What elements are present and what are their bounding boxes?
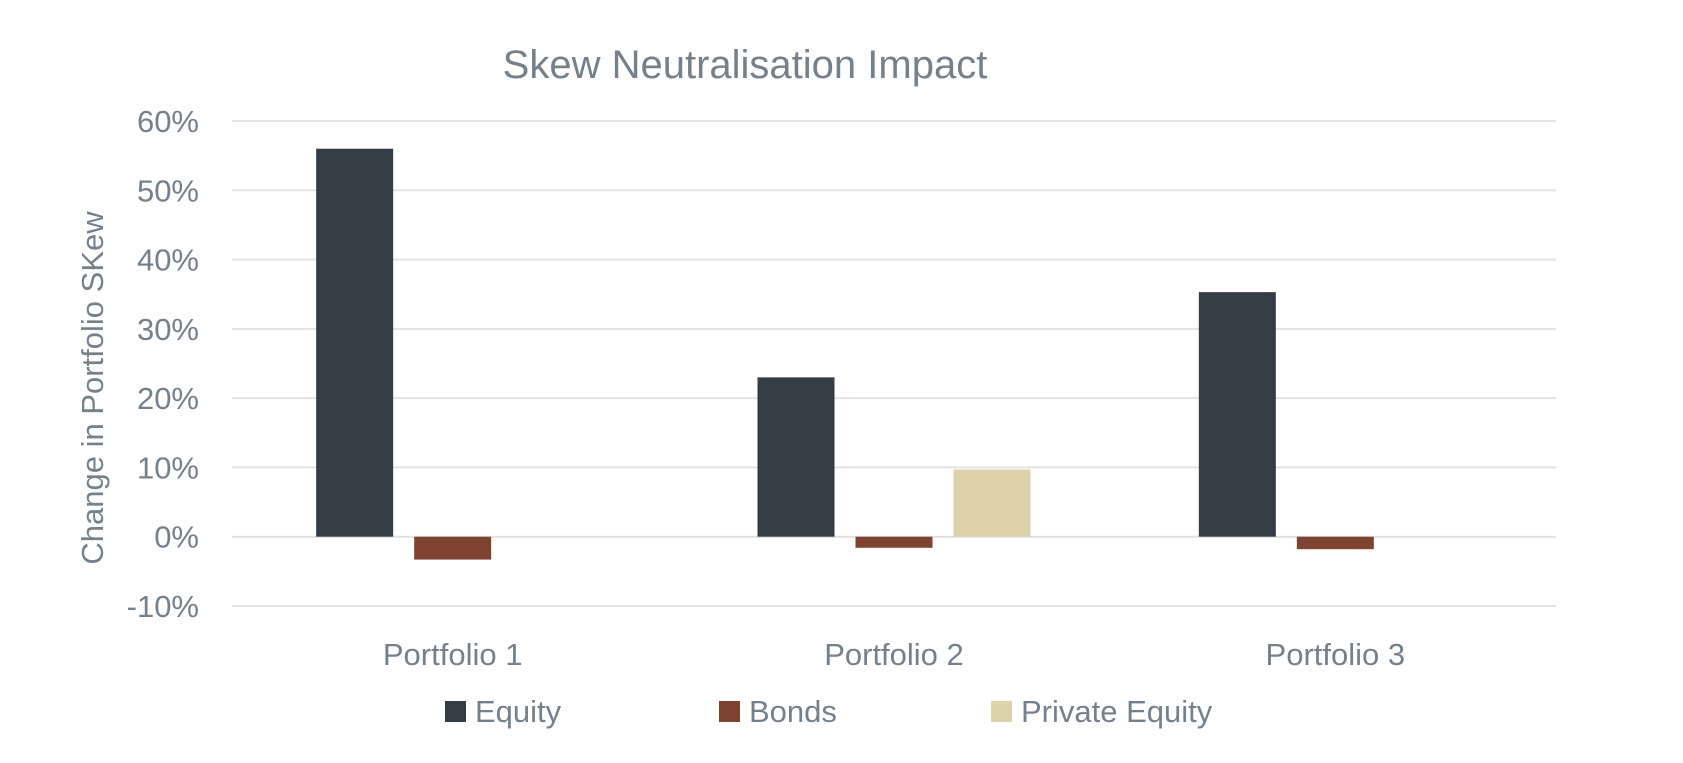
y-axis-ticks: 60% 50% 40% 30% 20% 10% 0% -10% — [127, 104, 199, 624]
y-tick-label: 20% — [137, 381, 199, 416]
x-tick-label: Portfolio 3 — [1266, 637, 1406, 672]
bar-bonds-1 — [414, 536, 492, 560]
bar-bonds-3 — [1296, 536, 1374, 550]
legend: Equity Bonds Private Equity — [445, 694, 1213, 729]
y-tick-label: 60% — [137, 104, 199, 139]
y-tick-label: 40% — [137, 243, 199, 278]
legend-label: Bonds — [749, 694, 837, 729]
legend-item-bonds: Bonds — [719, 694, 837, 729]
legend-label: Equity — [475, 694, 562, 729]
bar-private-equity-2 — [953, 469, 1031, 537]
legend-label: Private Equity — [1021, 694, 1213, 729]
bar-equity-1 — [316, 148, 394, 537]
bar-equity-2 — [757, 377, 835, 537]
x-tick-label: Portfolio 2 — [824, 637, 964, 672]
x-axis-ticks: Portfolio 1 Portfolio 2 Portfolio 3 — [383, 637, 1405, 672]
legend-swatch — [445, 701, 466, 722]
y-tick-label: 30% — [137, 312, 199, 347]
gridlines — [232, 120, 1556, 607]
y-tick-label: 50% — [137, 173, 199, 208]
legend-swatch — [991, 701, 1012, 722]
y-axis-label: Change in Portfolio SKew — [75, 211, 110, 565]
legend-item-equity: Equity — [445, 694, 562, 729]
legend-item-private-equity: Private Equity — [991, 694, 1213, 729]
bar-equity-3 — [1198, 292, 1276, 537]
y-tick-label: 0% — [154, 520, 199, 555]
chart-title: Skew Neutralisation Impact — [503, 43, 988, 87]
bars — [316, 148, 1374, 560]
legend-swatch — [719, 701, 740, 722]
x-tick-label: Portfolio 1 — [383, 637, 523, 672]
y-tick-label: -10% — [127, 589, 199, 624]
y-tick-label: 10% — [137, 450, 199, 485]
bar-bonds-2 — [855, 536, 933, 548]
